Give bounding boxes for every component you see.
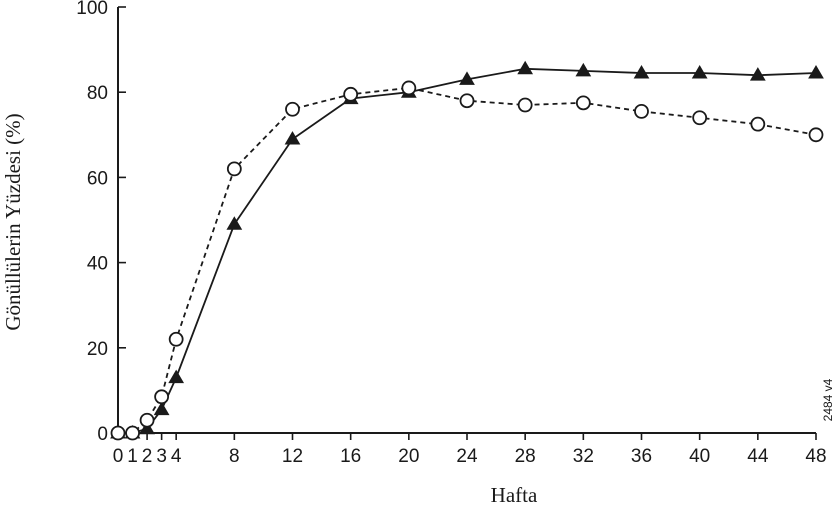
series-1-point-2 — [139, 412, 155, 428]
series-0-point-2 — [139, 420, 155, 435]
x-tick-label-36: 36 — [631, 446, 652, 467]
y-tick-label-20: 20 — [87, 339, 108, 360]
x-tick-label-16: 16 — [340, 446, 361, 467]
series-1-point-5 — [226, 161, 242, 177]
series-0-point-12 — [633, 65, 650, 79]
figure-code-annotation: 2484 v4 — [821, 378, 835, 421]
series-1-point-10 — [517, 97, 533, 113]
x-tick-label-44: 44 — [747, 446, 769, 467]
x-tick-label-48: 48 — [805, 446, 826, 467]
series-0-point-9 — [459, 71, 475, 85]
series-0-point-3 — [153, 401, 170, 416]
series-1-point-13 — [692, 110, 708, 126]
y-tick-label-0: 0 — [97, 424, 108, 445]
y-tick-label-80: 80 — [87, 83, 108, 104]
y-axis-label: Gönüllülerin Yüzdesi (%) — [1, 113, 25, 330]
x-tick-label-0: 0 — [113, 446, 124, 467]
y-tick-label-60: 60 — [87, 168, 108, 189]
series-1-point-7 — [343, 86, 359, 102]
series-0-point-4 — [168, 369, 185, 384]
x-axis-label: Hafta — [491, 483, 538, 507]
x-tick-label-32: 32 — [573, 446, 594, 467]
x-tick-label-28: 28 — [515, 446, 536, 467]
series-0-point-6 — [284, 131, 301, 145]
series-1-point-0 — [110, 425, 126, 441]
series-1-point-6 — [285, 101, 300, 117]
series-1-point-9 — [459, 93, 475, 109]
x-tick-label-12: 12 — [282, 446, 303, 467]
series-layer — [110, 60, 824, 441]
x-tick-label-8: 8 — [229, 446, 240, 467]
series-1-line — [118, 86, 817, 434]
series-0-point-5 — [226, 216, 243, 230]
y-tick-label-40: 40 — [87, 254, 108, 275]
y-tick-label-100: 100 — [76, 0, 108, 19]
series-1-point-14 — [750, 116, 766, 132]
series-1-point-1 — [125, 425, 140, 441]
series-0-line — [118, 67, 817, 434]
series-1-point-3 — [154, 389, 170, 405]
series-1-point-8 — [401, 80, 417, 96]
x-tick-label-1: 1 — [127, 446, 138, 467]
series-0-point-11 — [575, 62, 592, 77]
x-tick-label-24: 24 — [456, 446, 478, 467]
series-1-point-11 — [575, 95, 591, 111]
x-tick-label-3: 3 — [156, 446, 167, 467]
x-tick-label-20: 20 — [398, 446, 419, 467]
series-0-point-13 — [691, 65, 708, 79]
series-0-point-15 — [808, 65, 824, 79]
x-tick-label-2: 2 — [142, 446, 153, 467]
series-1-point-4 — [168, 331, 184, 347]
series-0-point-10 — [517, 60, 534, 75]
series-1-point-12 — [634, 103, 649, 119]
x-tick-label-40: 40 — [689, 446, 710, 467]
x-tick-label-4: 4 — [171, 446, 182, 467]
series-0-point-14 — [749, 67, 766, 81]
series-1-point-15 — [808, 127, 824, 143]
